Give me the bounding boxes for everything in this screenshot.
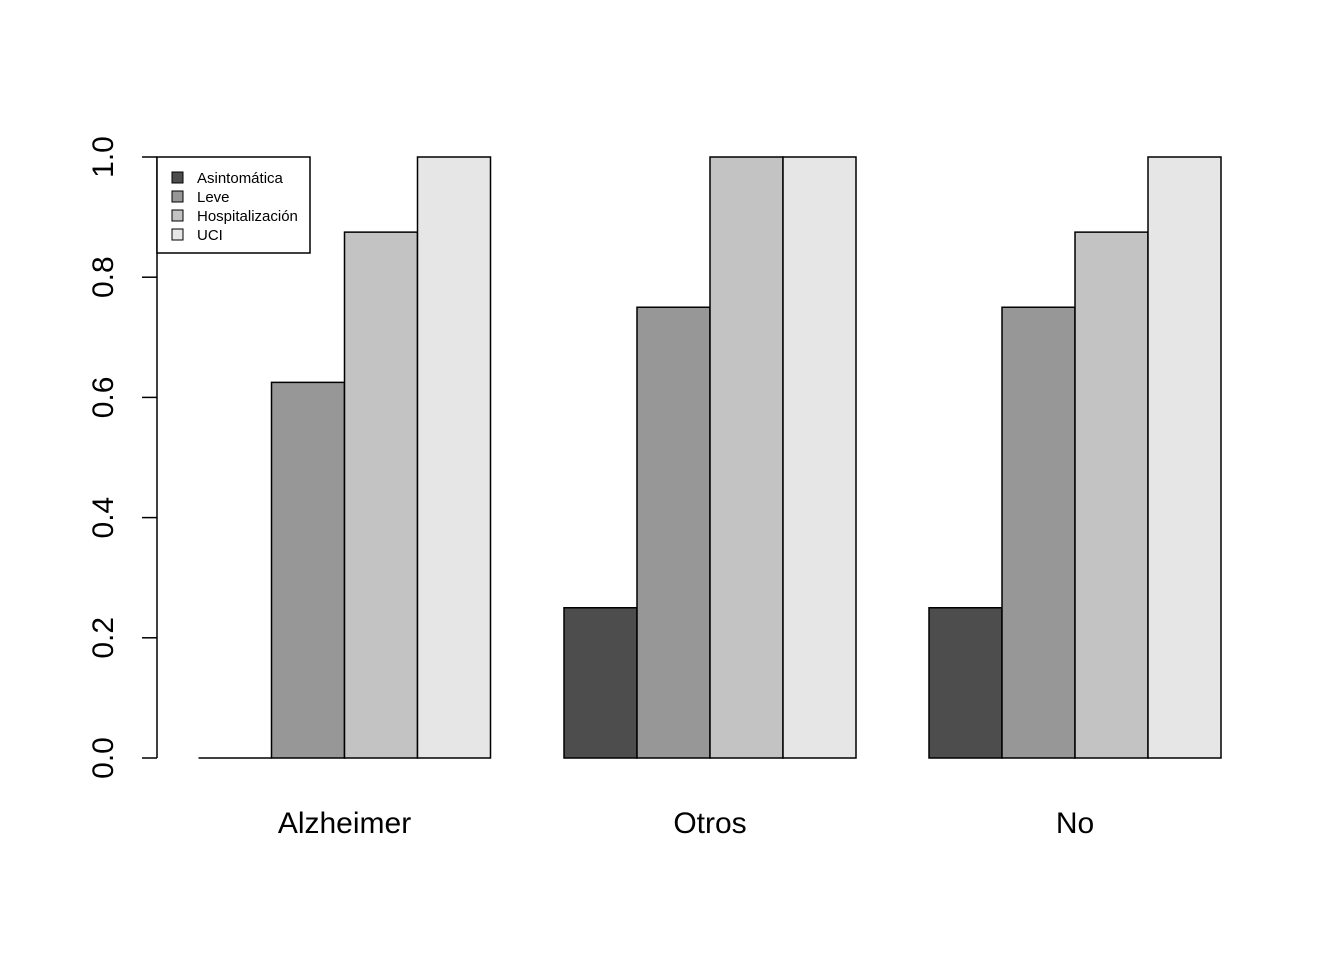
legend-label: Asintomática <box>197 170 284 187</box>
legend: Asintomática Leve Hospitalización UCI <box>156 156 311 254</box>
bar-otros-series-2 <box>709 156 784 759</box>
legend-swatch <box>171 209 184 222</box>
legend-swatch <box>171 228 184 241</box>
bar-alzheimer-series-2 <box>343 231 419 759</box>
y-tick-label: 0.4 <box>87 497 120 539</box>
y-tick-label: 0.6 <box>87 377 120 419</box>
legend-label: UCI <box>197 227 223 244</box>
legend-swatch <box>171 171 184 184</box>
y-axis: 0.0 0.2 0.4 0.6 0.8 1.0 <box>87 136 158 779</box>
category-labels: Alzheimer Otros No <box>278 807 1094 840</box>
bar-otros-series-1 <box>636 306 711 759</box>
category-label: Alzheimer <box>278 807 411 840</box>
bar-no-series-1 <box>1001 306 1076 759</box>
legend-label: Hospitalización <box>197 208 298 225</box>
bar-alzheimer-series-1 <box>270 381 346 759</box>
y-tick-label: 0.2 <box>87 617 120 659</box>
bars <box>198 156 1222 759</box>
y-tick-label: 0.0 <box>87 737 120 779</box>
bar-no-series-3 <box>1147 156 1222 759</box>
legend-swatch <box>171 190 184 203</box>
bar-alzheimer-series-3 <box>416 156 492 759</box>
bar-otros-series-0 <box>563 607 638 759</box>
category-label: Otros <box>673 807 746 840</box>
bar-otros-series-3 <box>782 156 857 759</box>
category-label: No <box>1056 807 1094 840</box>
bar-no-series-2 <box>1074 231 1149 759</box>
legend-label: Leve <box>197 189 230 206</box>
y-tick-label: 1.0 <box>87 136 120 178</box>
bar-no-series-0 <box>928 607 1003 759</box>
y-tick-label: 0.8 <box>87 256 120 298</box>
